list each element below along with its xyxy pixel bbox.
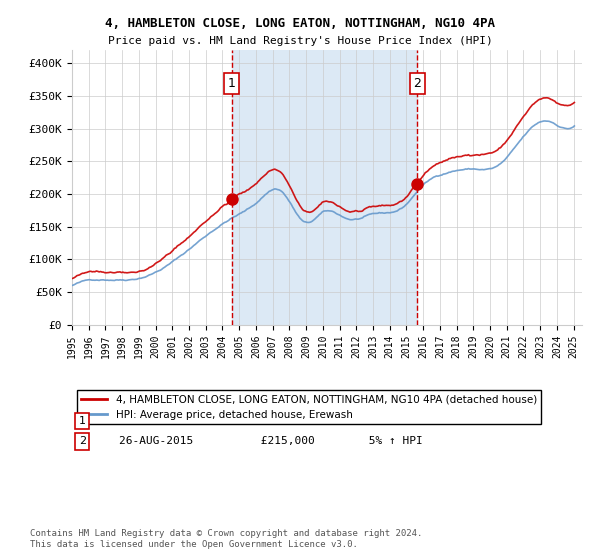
Text: 1: 1 [79, 416, 86, 426]
Text: Contains HM Land Registry data © Crown copyright and database right 2024.
This d: Contains HM Land Registry data © Crown c… [30, 529, 422, 549]
Text: 26-AUG-2015          £215,000        5% ↑ HPI: 26-AUG-2015 £215,000 5% ↑ HPI [92, 436, 423, 446]
Legend: 4, HAMBLETON CLOSE, LONG EATON, NOTTINGHAM, NG10 4PA (detached house), HPI: Aver: 4, HAMBLETON CLOSE, LONG EATON, NOTTINGH… [77, 390, 541, 424]
Text: 2: 2 [79, 436, 86, 446]
Text: 23-JUL-2004          £192,000        15% ↑ HPI: 23-JUL-2004 £192,000 15% ↑ HPI [92, 416, 430, 426]
Text: 2: 2 [413, 77, 421, 90]
Text: Price paid vs. HM Land Registry's House Price Index (HPI): Price paid vs. HM Land Registry's House … [107, 36, 493, 46]
Text: 1: 1 [228, 77, 236, 90]
Bar [232, 50, 417, 325]
Text: 4, HAMBLETON CLOSE, LONG EATON, NOTTINGHAM, NG10 4PA: 4, HAMBLETON CLOSE, LONG EATON, NOTTINGH… [105, 17, 495, 30]
